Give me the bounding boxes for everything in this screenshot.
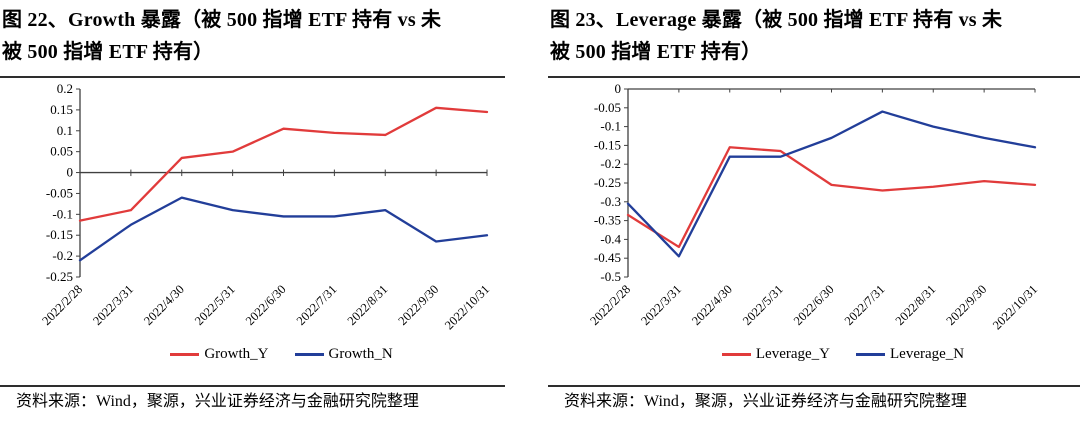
source-note: 资料来源：Wind，聚源，兴业证券经济与金融研究院整理 [16, 393, 419, 410]
y-tick-label: -0.5 [600, 269, 621, 284]
y-tick-label: -0.35 [594, 213, 621, 228]
legend-line-blue [294, 352, 324, 356]
legend-label: Growth_Y [204, 346, 269, 362]
x-tick-label: 2022/9/30 [395, 282, 441, 328]
y-tick-label: 0.15 [50, 102, 73, 117]
x-tick-label: 2022/7/31 [842, 282, 888, 328]
legend: Leverage_Y Leverage_N [548, 345, 1080, 363]
series-line-leverage_n [626, 110, 1037, 258]
legend-label: Growth_N [328, 346, 393, 362]
legend-item: Growth_Y [170, 345, 269, 363]
y-tick-label: -0.45 [594, 250, 621, 265]
divider [548, 385, 1080, 387]
y-tick-label: 0 [615, 81, 622, 96]
y-tick-label: -0.15 [46, 227, 73, 242]
x-tick-label: 2022/10/31 [990, 282, 1040, 332]
x-tick-label: 2022/10/31 [442, 282, 492, 332]
x-tick-label: 2022/2/28 [587, 282, 633, 328]
x-tick-label: 2022/6/30 [791, 282, 837, 328]
y-tick-label: -0.05 [46, 185, 73, 200]
leverage-chart-svg: 0 -0.05 -0.1 -0.15 -0.2 -0.25 -0.3 -0.35 -0.4 -0.… [587, 81, 1040, 332]
y-tick-label: -0.2 [52, 248, 73, 263]
figure-title-line2: 被 500 指增 ETF 持有） [2, 41, 214, 63]
figure-22: 图 22、Growth 暴露（被 500 指增 ETF 持有 vs 未 被 50… [0, 0, 505, 422]
growth-chart: 0.2 0.15 0.1 0.05 0 -0.05 -0.1 -0.15 -0.2 -0.25 20… [0, 79, 505, 341]
y-tick-label: -0.2 [600, 156, 621, 171]
y-tick-label: -0.05 [594, 100, 621, 115]
y-tick-label: -0.25 [594, 175, 621, 190]
divider [548, 76, 1080, 78]
leverage-chart: 0 -0.05 -0.1 -0.15 -0.2 -0.25 -0.3 -0.35 -0.4 -0.… [548, 79, 1080, 341]
figure-title: 图 23、Leverage 暴露（被 500 指增 ETF 持有 vs 未 被 … [550, 4, 1080, 68]
legend-label: Leverage_Y [755, 346, 830, 362]
x-tick-label: 2022/8/31 [893, 282, 939, 328]
y-tick-label: 0 [67, 165, 74, 180]
legend-line-red [721, 352, 751, 356]
legend-item: Growth_N [294, 345, 393, 363]
x-tick-label: 2022/2/28 [39, 282, 85, 328]
x-tick-label: 2022/7/31 [294, 282, 340, 328]
x-tick-label: 2022/8/31 [345, 282, 391, 328]
y-tick-label: 0.05 [50, 144, 73, 159]
figure-title-line1: 图 22、Growth 暴露（被 500 指增 ETF 持有 vs 未 [2, 9, 442, 31]
x-tick-label: 2022/3/31 [638, 282, 684, 328]
x-tick-label: 2022/6/30 [243, 282, 289, 328]
legend-line-red [170, 352, 200, 356]
source-note: 资料来源：Wind，聚源，兴业证券经济与金融研究院整理 [564, 393, 967, 410]
figure-title-line2: 被 500 指增 ETF 持有） [550, 41, 762, 63]
y-tick-label: -0.1 [52, 206, 73, 221]
x-tick-label: 2022/5/31 [192, 282, 238, 328]
x-tick-label: 2022/4/30 [689, 282, 735, 328]
series-line-leverage_y [626, 146, 1037, 249]
series-line-growth_n [78, 196, 489, 262]
x-tick-label: 2022/9/30 [943, 282, 989, 328]
legend: Growth_Y Growth_N [0, 345, 505, 363]
divider [0, 385, 505, 387]
x-tick-label: 2022/4/30 [141, 282, 187, 328]
x-tick-label: 2022/3/31 [90, 282, 136, 328]
y-tick-label: -0.1 [600, 119, 621, 134]
growth-chart-svg: 0.20.150.10.050-0.05-0.1-0.15-0.2-0.2520… [39, 81, 492, 332]
y-tick-label: 0.2 [57, 81, 73, 96]
figure-23: 图 23、Leverage 暴露（被 500 指增 ETF 持有 vs 未 被 … [548, 0, 1080, 422]
series-line-growth_y [78, 106, 489, 222]
figure-title: 图 22、Growth 暴露（被 500 指增 ETF 持有 vs 未 被 50… [2, 4, 505, 68]
y-tick-label: -0.25 [46, 269, 73, 284]
legend-line-blue [856, 352, 885, 356]
y-tick-label: -0.4 [600, 231, 621, 246]
y-tick-label: 0.1 [57, 123, 73, 138]
figure-title-line1: 图 23、Leverage 暴露（被 500 指增 ETF 持有 vs 未 [550, 9, 1003, 31]
divider [0, 76, 505, 78]
legend-item: Leverage_Y [721, 345, 830, 363]
legend-item: Leverage_N [856, 345, 964, 363]
legend-label: Leverage_N [890, 346, 965, 362]
x-tick-label: 2022/5/31 [740, 282, 786, 328]
y-tick-label: -0.15 [594, 137, 621, 152]
y-tick-label: -0.3 [600, 194, 621, 209]
